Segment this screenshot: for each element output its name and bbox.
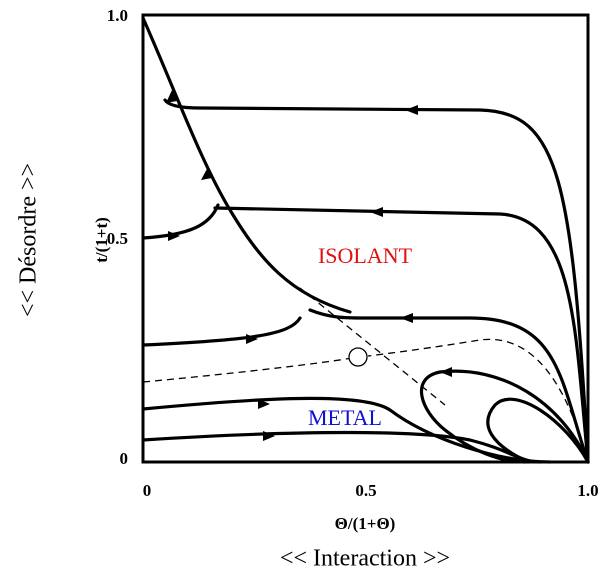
y-axis-title: << Désordre >>	[16, 163, 42, 317]
x-axis-label: Θ/(1+Θ)	[335, 514, 396, 533]
y-axis-label: t/(1+t)	[92, 217, 111, 263]
flow-arrows	[166, 90, 452, 441]
x-axis-title: << Interaction >>	[280, 546, 450, 572]
flow-lines	[141, 16, 590, 464]
y-tick-label: 0.5	[107, 229, 128, 248]
x-tick-label: 0.5	[355, 481, 376, 500]
metal-label: METAL	[308, 405, 382, 430]
x-tick-label: 1.0	[577, 481, 598, 500]
x-tick-label: 0	[143, 481, 152, 500]
insulator-label: ISOLANT	[318, 243, 413, 268]
plot-frame	[141, 13, 590, 464]
y-tick-label: 0	[120, 449, 129, 468]
y-tick-label: 1.0	[107, 6, 128, 25]
